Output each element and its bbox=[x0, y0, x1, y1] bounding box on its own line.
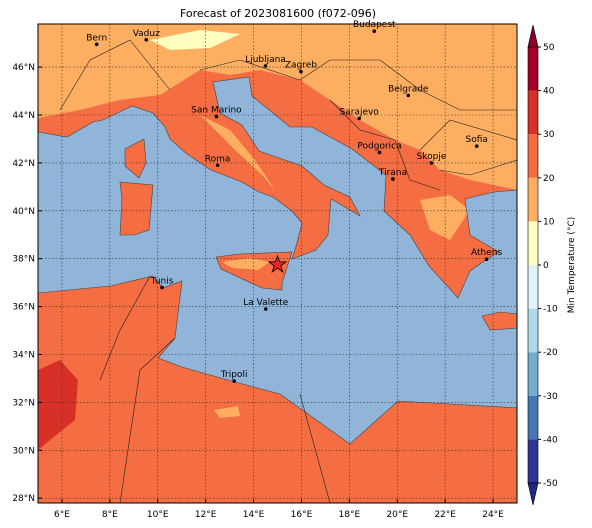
y-tick-label: 46°N bbox=[12, 63, 35, 73]
libya-mild bbox=[214, 406, 240, 418]
y-tick-label: 28°N bbox=[12, 494, 35, 504]
colorbar-tick-label: -30 bbox=[543, 392, 558, 402]
colorbar-band bbox=[528, 395, 538, 440]
y-tick-label: 32°N bbox=[12, 398, 35, 408]
city-dot bbox=[357, 116, 361, 121]
sahara-hot bbox=[38, 360, 78, 450]
crete bbox=[481, 311, 517, 331]
city-label: Vaduz bbox=[133, 29, 160, 39]
x-tick-label: 18°E bbox=[339, 510, 361, 520]
map-title: Forecast of 2023081600 (f072-096) bbox=[180, 7, 376, 20]
colorbar-tick-label: 50 bbox=[543, 43, 555, 53]
x-tick-label: 24°E bbox=[482, 510, 504, 520]
city-label: Budapest bbox=[353, 20, 396, 30]
city-label: Athens bbox=[471, 248, 502, 258]
borders bbox=[59, 39, 517, 503]
city-label: Ljubljana bbox=[245, 55, 286, 65]
colorbar-tick-label: 30 bbox=[543, 130, 555, 140]
city-label: Belgrade bbox=[388, 84, 429, 94]
colorbar-tick-label: 40 bbox=[543, 87, 555, 97]
colorbar-band bbox=[528, 308, 538, 353]
y-tick-label: 36°N bbox=[12, 303, 35, 313]
city-label: Sofia bbox=[466, 135, 488, 145]
x-tick-label: 16°E bbox=[291, 510, 313, 520]
city-dot bbox=[263, 64, 268, 68]
city-label: Bern bbox=[86, 33, 107, 43]
city-dot bbox=[94, 42, 99, 47]
city-dot bbox=[299, 69, 303, 74]
city-dot bbox=[372, 29, 377, 33]
corsica bbox=[124, 138, 147, 179]
city-label: Sarajevo bbox=[340, 107, 380, 117]
city-dot bbox=[429, 161, 434, 165]
y-tick-label: 44°N bbox=[12, 111, 35, 121]
city-dot bbox=[391, 177, 395, 181]
y-tick-label: 42°N bbox=[12, 159, 35, 169]
colorbar-tick-label: -50 bbox=[543, 479, 558, 489]
colorbar-over bbox=[527, 24, 539, 48]
colorbar-tick-label: -20 bbox=[543, 348, 558, 358]
city-label: San Marino bbox=[191, 105, 242, 115]
x-tick-label: 6°E bbox=[54, 510, 70, 520]
colorbar-label: Min Temperature (°C) bbox=[567, 217, 577, 314]
colorbar-band bbox=[528, 47, 538, 91]
city-dot bbox=[406, 93, 411, 98]
colorbar-band bbox=[528, 134, 538, 178]
city-dot bbox=[214, 114, 219, 119]
city-label: Zagreb bbox=[285, 61, 317, 71]
city-label: Tripoli bbox=[220, 370, 248, 380]
city-dot bbox=[263, 307, 268, 311]
x-tick-label: 12°E bbox=[195, 510, 217, 520]
colorbar-tick-label: 0 bbox=[543, 261, 549, 271]
land-mild bbox=[38, 24, 517, 190]
map-frame bbox=[37, 23, 518, 504]
colorbar-tick-label: 20 bbox=[543, 174, 555, 184]
colorbar-band bbox=[528, 221, 538, 265]
city-dot bbox=[484, 257, 489, 261]
x-tick-label: 14°E bbox=[243, 510, 265, 520]
colorbar-tick-label: -10 bbox=[543, 305, 558, 315]
x-tick-label: 8°E bbox=[102, 510, 118, 520]
city-label: Skopje bbox=[417, 152, 447, 162]
city-label: Tunis bbox=[150, 276, 174, 286]
city-label: Roma bbox=[205, 154, 231, 164]
colorbar-band bbox=[528, 439, 538, 483]
colorbar-band bbox=[528, 177, 538, 222]
city-label: Podgorica bbox=[357, 141, 401, 151]
city-dot bbox=[377, 150, 382, 155]
x-tick-label: 10°E bbox=[147, 510, 169, 520]
y-tick-label: 38°N bbox=[12, 255, 35, 265]
colorbar-band bbox=[528, 90, 538, 135]
colorbar-tick-label: 10 bbox=[543, 217, 555, 227]
city-label: Tirana bbox=[378, 168, 407, 178]
colorbar-band bbox=[528, 265, 538, 309]
x-tick-label: 20°E bbox=[386, 510, 408, 520]
event-marker bbox=[267, 254, 288, 274]
city-dot bbox=[232, 379, 236, 383]
sardinia bbox=[119, 181, 154, 236]
city-dot bbox=[160, 285, 164, 290]
city-dot bbox=[474, 144, 479, 148]
sicily-mild bbox=[222, 258, 270, 270]
y-tick-label: 40°N bbox=[12, 207, 35, 217]
x-tick-label: 22°E bbox=[434, 510, 456, 520]
y-tick-label: 30°N bbox=[12, 446, 35, 456]
colorbar-tick-label: -40 bbox=[543, 435, 558, 445]
city-label: La Valette bbox=[243, 298, 288, 308]
alps-cool bbox=[150, 30, 240, 50]
colorbar-band bbox=[528, 352, 538, 396]
city-dot bbox=[215, 163, 220, 168]
y-tick-label: 34°N bbox=[12, 351, 35, 361]
city-dot bbox=[144, 38, 149, 42]
colorbar-under bbox=[527, 482, 539, 506]
apennines bbox=[200, 115, 275, 190]
